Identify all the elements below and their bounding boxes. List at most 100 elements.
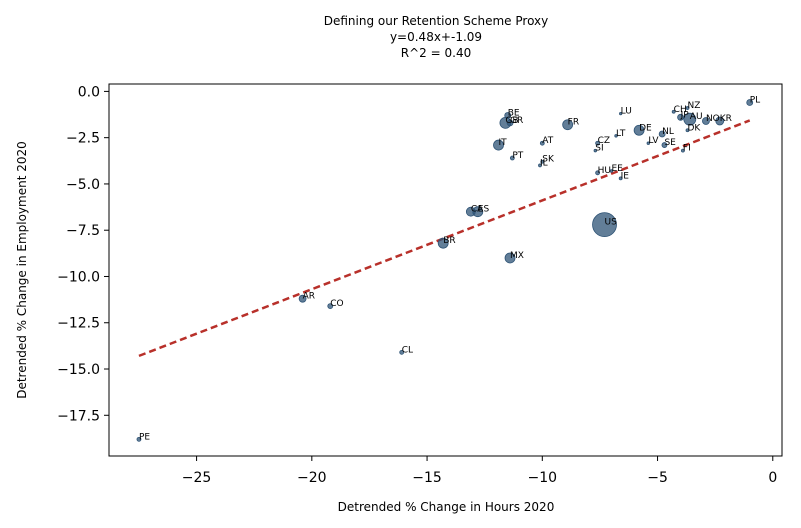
point-label-sk: SK: [542, 155, 555, 165]
point-label-jp: JP: [680, 110, 690, 120]
point-label-lt: LT: [616, 129, 626, 139]
x-tick-label: −10: [528, 470, 558, 486]
points-layer: [136, 99, 754, 442]
plot-frame: [108, 83, 783, 457]
point-label-ie: IE: [621, 171, 630, 181]
point-label-cz: CZ: [598, 136, 610, 146]
y-axis-label: Detrended % Change in Employment 2020: [15, 141, 29, 399]
x-tick-label: 0: [768, 470, 777, 486]
point-label-es: ES: [478, 205, 490, 215]
point-label-it: IT: [499, 138, 508, 148]
point-label-pt: PT: [512, 151, 523, 161]
point-label-ch: CH: [674, 105, 687, 115]
point-label-gr: GR: [510, 116, 523, 126]
data-point-nz: [685, 106, 690, 110]
point-label-at: AT: [542, 136, 553, 146]
point-label-us: US: [605, 218, 618, 228]
y-tick-label: −10.0: [57, 269, 100, 285]
point-label-nl: NL: [662, 127, 674, 137]
point-label-hu: HU: [598, 166, 611, 176]
data-point-no: [702, 117, 710, 125]
data-point-co: [327, 303, 334, 309]
fit-line: [138, 119, 751, 358]
data-point-cz: [595, 140, 601, 146]
chart-title-line-1: Defining our Retention Scheme Proxy: [324, 14, 549, 28]
point-label-au: AU: [690, 112, 703, 122]
data-point-nl: [658, 130, 666, 138]
data-point-mx: [504, 252, 516, 264]
point-label-be: BE: [508, 108, 520, 118]
data-point-kr: [715, 116, 725, 126]
x-axis-label: Detrended % Change in Hours 2020: [338, 500, 555, 514]
data-point-br: [437, 237, 449, 249]
y-tick-label: −17.5: [57, 408, 100, 424]
data-point-de: [633, 124, 645, 136]
data-point-hu: [595, 170, 601, 176]
data-point-fr: [562, 119, 574, 131]
data-point-cl: [399, 349, 405, 355]
data-point-fi: [680, 148, 685, 153]
data-point-lu: [619, 112, 623, 116]
data-point-gr: [506, 119, 514, 127]
point-label-si: SI: [595, 144, 603, 154]
point-label-il: IL: [540, 158, 548, 168]
data-point-au: [683, 112, 697, 126]
data-point-pt: [509, 155, 515, 161]
chart-title-line-2: y=0.48x+-1.09: [390, 30, 482, 44]
data-point-sk: [540, 159, 545, 164]
data-point-se: [661, 142, 668, 148]
point-label-dk: DK: [688, 123, 702, 133]
data-point-it: [493, 139, 504, 151]
y-tick-label: −15.0: [57, 362, 100, 378]
data-point-ie: [618, 176, 623, 181]
y-tick-label: 0.0: [78, 84, 100, 100]
x-tick-label: −15: [412, 470, 442, 486]
data-point-us: [592, 212, 617, 238]
y-axis: 0.0 −2.5 −5.0 −7.5 −10.0 −12.5 −15.0 −17.5: [57, 84, 109, 424]
x-axis: −25 −20 −15 −10 −5 0: [182, 456, 777, 486]
data-point-ch: [671, 109, 676, 114]
point-label-co: CO: [330, 299, 343, 309]
point-label-ee: EE: [611, 164, 623, 174]
point-label-fi: FI: [683, 144, 691, 154]
data-point-pl: [746, 99, 754, 106]
x-tick-label: −5: [647, 470, 668, 486]
point-label-pl: PL: [750, 96, 760, 106]
point-label-nz: NZ: [688, 101, 701, 111]
point-label-se: SE: [664, 138, 676, 148]
data-point-si: [593, 148, 598, 153]
point-label-ca: CA: [471, 205, 484, 215]
point-label-cl: CL: [402, 345, 413, 355]
point-label-mx: MX: [510, 251, 524, 261]
x-tick-label: −25: [182, 470, 212, 486]
point-label-kr: KR: [720, 114, 732, 124]
x-tick-label: −20: [297, 470, 327, 486]
y-tick-label: −2.5: [66, 131, 100, 147]
data-point-pe: [136, 436, 142, 442]
point-label-br: BR: [443, 236, 455, 246]
data-point-ar: [298, 294, 307, 303]
data-point-ee: [609, 169, 614, 173]
data-point-at: [539, 140, 545, 146]
point-label-no: NO: [706, 114, 720, 124]
fit-line-layer: [138, 119, 751, 358]
point-label-gb: GB: [505, 116, 518, 126]
point-label-ar: AR: [303, 292, 315, 302]
data-point-dk: [685, 128, 690, 133]
point-label-lv: LV: [648, 136, 659, 146]
data-point-lv: [646, 141, 651, 145]
point-label-de: DE: [639, 123, 652, 133]
chart-title-line-3: R^2 = 0.40: [401, 46, 471, 60]
point-label-fr: FR: [568, 118, 579, 128]
point-label-pe: PE: [139, 432, 150, 442]
chart-title: Defining our Retention Scheme Proxy y=0.…: [324, 14, 549, 60]
data-point-jp: [677, 113, 684, 121]
y-tick-label: −5.0: [66, 177, 100, 193]
point-label-lu: LU: [621, 107, 632, 117]
y-tick-label: −12.5: [57, 316, 100, 332]
data-point-lt: [614, 134, 618, 138]
